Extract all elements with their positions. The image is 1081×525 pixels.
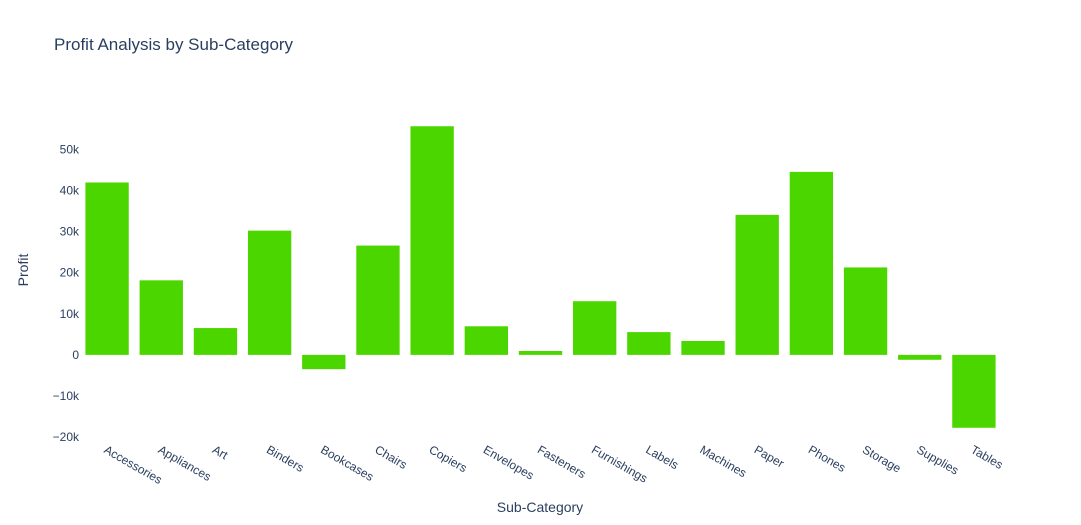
bar-art[interactable] (193, 328, 238, 355)
x-tick-label: Art (210, 442, 231, 462)
bar-accessories[interactable] (85, 182, 129, 355)
bar-supplies[interactable] (898, 354, 942, 360)
y-tick-label: 40k (60, 183, 80, 197)
bar-appliances[interactable] (139, 280, 183, 355)
bar-furnishings[interactable] (573, 301, 617, 355)
bar-labels[interactable] (627, 332, 671, 355)
bar-copiers[interactable] (410, 126, 454, 355)
bar-storage[interactable] (843, 267, 888, 355)
y-tick-label: 0 (72, 348, 79, 362)
bar-paper[interactable] (735, 214, 779, 355)
bar-machines[interactable] (681, 340, 725, 355)
x-tick-label: Copiers (427, 442, 470, 475)
x-tick-label: Phones (806, 442, 848, 474)
bar-fasteners[interactable] (518, 350, 563, 355)
y-axis-title: Profit (15, 254, 31, 287)
y-tick-label: 20k (60, 266, 80, 280)
x-tick-label: Storage (860, 442, 904, 475)
bar-phones[interactable] (789, 171, 834, 355)
x-tick-label: Supplies (914, 442, 961, 477)
y-tick-label: 10k (60, 307, 80, 321)
x-axis-title: Sub-Category (497, 499, 583, 515)
y-tick-label: 50k (60, 142, 80, 156)
bar-envelopes[interactable] (464, 326, 508, 355)
x-tick-label: Accessories (102, 442, 165, 486)
x-tick-label: Chairs (372, 442, 409, 471)
x-tick-label: Paper (752, 442, 787, 470)
x-tick-label: Bookcases (318, 442, 376, 483)
x-tick-label: Appliances (156, 442, 214, 483)
y-tick-label: −20k (53, 430, 80, 444)
bar-tables[interactable] (952, 354, 996, 428)
y-axis-ticks: −20k −10k 0 10k 20k 30k 40k 50k (53, 142, 80, 444)
x-tick-label: Tables (968, 442, 1005, 471)
y-tick-label: −10k (53, 389, 80, 403)
x-tick-label: Binders (264, 442, 306, 474)
bar-binders[interactable] (247, 230, 292, 355)
x-tick-label: Envelopes (481, 442, 537, 482)
bars-group (85, 126, 996, 428)
x-tick-label: Furnishings (589, 442, 650, 485)
y-tick-label: 30k (60, 225, 80, 239)
bar-chairs[interactable] (356, 245, 400, 355)
x-tick-label: Machines (698, 442, 749, 480)
x-tick-label: Labels (643, 442, 681, 472)
bar-bookcases[interactable] (302, 354, 346, 370)
x-tick-label: Fasteners (535, 442, 588, 481)
chart-title: Profit Analysis by Sub-Category (54, 35, 294, 54)
